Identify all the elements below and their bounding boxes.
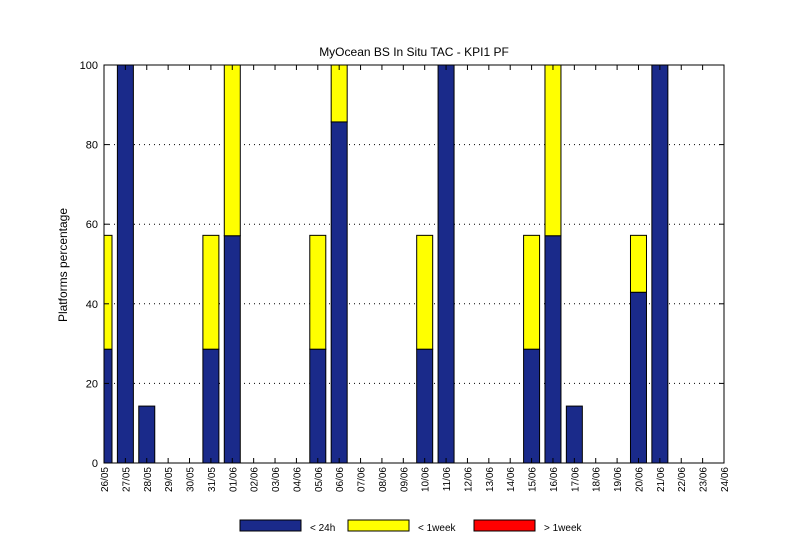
x-tick-label: 07/06 [357, 467, 368, 492]
bar-segment-2 [223, 64, 241, 237]
bar-segment-2 [202, 234, 220, 350]
plot-frame [103, 64, 725, 464]
legend-swatch-2 [347, 519, 410, 532]
bar-segment-2 [629, 234, 647, 293]
y-tick-label: 0 [92, 458, 98, 470]
bars [103, 64, 669, 464]
x-tick-label: 27/05 [121, 467, 132, 492]
x-tick-label: 30/05 [186, 467, 197, 492]
y-tick-label: 60 [86, 219, 98, 231]
x-tick-label: 20/06 [634, 467, 645, 492]
legend-swatch-1 [239, 519, 302, 532]
bar-segment-1 [651, 64, 669, 464]
y-tick-label: 80 [86, 140, 98, 152]
x-tick-label: 12/06 [463, 467, 474, 492]
bar-segment-2 [544, 64, 562, 237]
legend: < 24h < 1week > 1week [239, 519, 583, 534]
x-tick-label: 04/06 [292, 467, 303, 492]
bar-segment-1 [565, 405, 583, 464]
x-tick-label: 17/06 [570, 467, 581, 492]
bar-segment-1 [629, 291, 647, 464]
x-tick-label: 28/05 [143, 467, 154, 492]
x-tick-label: 31/05 [207, 467, 218, 492]
bar-segment-1 [138, 405, 156, 464]
x-tick-label: 23/06 [699, 467, 710, 492]
bar-segment-1 [103, 348, 113, 464]
x-tick-label: 03/06 [271, 467, 282, 492]
x-tick-label: 15/06 [528, 467, 539, 492]
chart-title: MyOcean BS In Situ TAC - KPI1 PF [319, 45, 509, 59]
x-tick-label: 01/06 [228, 467, 239, 492]
legend-label-2: < 1week [418, 523, 457, 534]
y-tick-label: 20 [86, 378, 98, 390]
x-tick-label: 21/06 [656, 467, 667, 492]
x-tick-label: 05/06 [314, 467, 325, 492]
bar-segment-1 [116, 64, 134, 464]
x-axis: 26/05 27/05 28/05 29/05 30/05 31/05 01/06 02/06… [100, 65, 731, 492]
bar-segment-2 [103, 234, 113, 350]
bar-segment-2 [309, 234, 327, 350]
y-axis: 0 20 40 60 80 100 [80, 60, 724, 470]
bar-segment-1 [437, 64, 455, 464]
x-tick-label: 18/06 [592, 467, 603, 492]
x-tick-label: 08/06 [378, 467, 389, 492]
bar-segment-2 [416, 234, 434, 350]
bar-segment-2 [523, 234, 541, 350]
bar-segment-1 [330, 121, 348, 464]
y-tick-label: 40 [86, 299, 98, 311]
x-tick-label: 13/06 [485, 467, 496, 492]
x-tick-label: 14/06 [506, 467, 517, 492]
x-tick-label: 24/06 [720, 467, 731, 492]
bar-segment-1 [523, 348, 541, 464]
legend-label-1: < 24h [310, 523, 335, 534]
legend-label-3: > 1week [544, 523, 583, 534]
x-tick-label: 22/06 [677, 467, 688, 492]
x-tick-label: 19/06 [613, 467, 624, 492]
x-tick-label: 16/06 [549, 467, 560, 492]
bar-segment-1 [416, 348, 434, 464]
x-tick-label: 09/06 [399, 467, 410, 492]
legend-swatch-3 [473, 519, 536, 532]
x-tick-label: 10/06 [421, 467, 432, 492]
y-axis-label: Platforms percentage [56, 208, 70, 322]
bar-segment-1 [223, 235, 241, 464]
x-tick-label: 26/05 [100, 467, 111, 492]
bar-segment-1 [309, 348, 327, 464]
bar-segment-1 [202, 348, 220, 464]
x-tick-label: 02/06 [250, 467, 261, 492]
y-tick-label: 100 [80, 60, 98, 72]
gridlines [104, 144, 724, 384]
x-tick-label: 11/06 [442, 467, 453, 492]
bar-segment-2 [330, 64, 348, 123]
x-tick-label: 06/06 [335, 467, 346, 492]
bar-segment-1 [544, 235, 562, 464]
x-tick-label: 29/05 [164, 467, 175, 492]
